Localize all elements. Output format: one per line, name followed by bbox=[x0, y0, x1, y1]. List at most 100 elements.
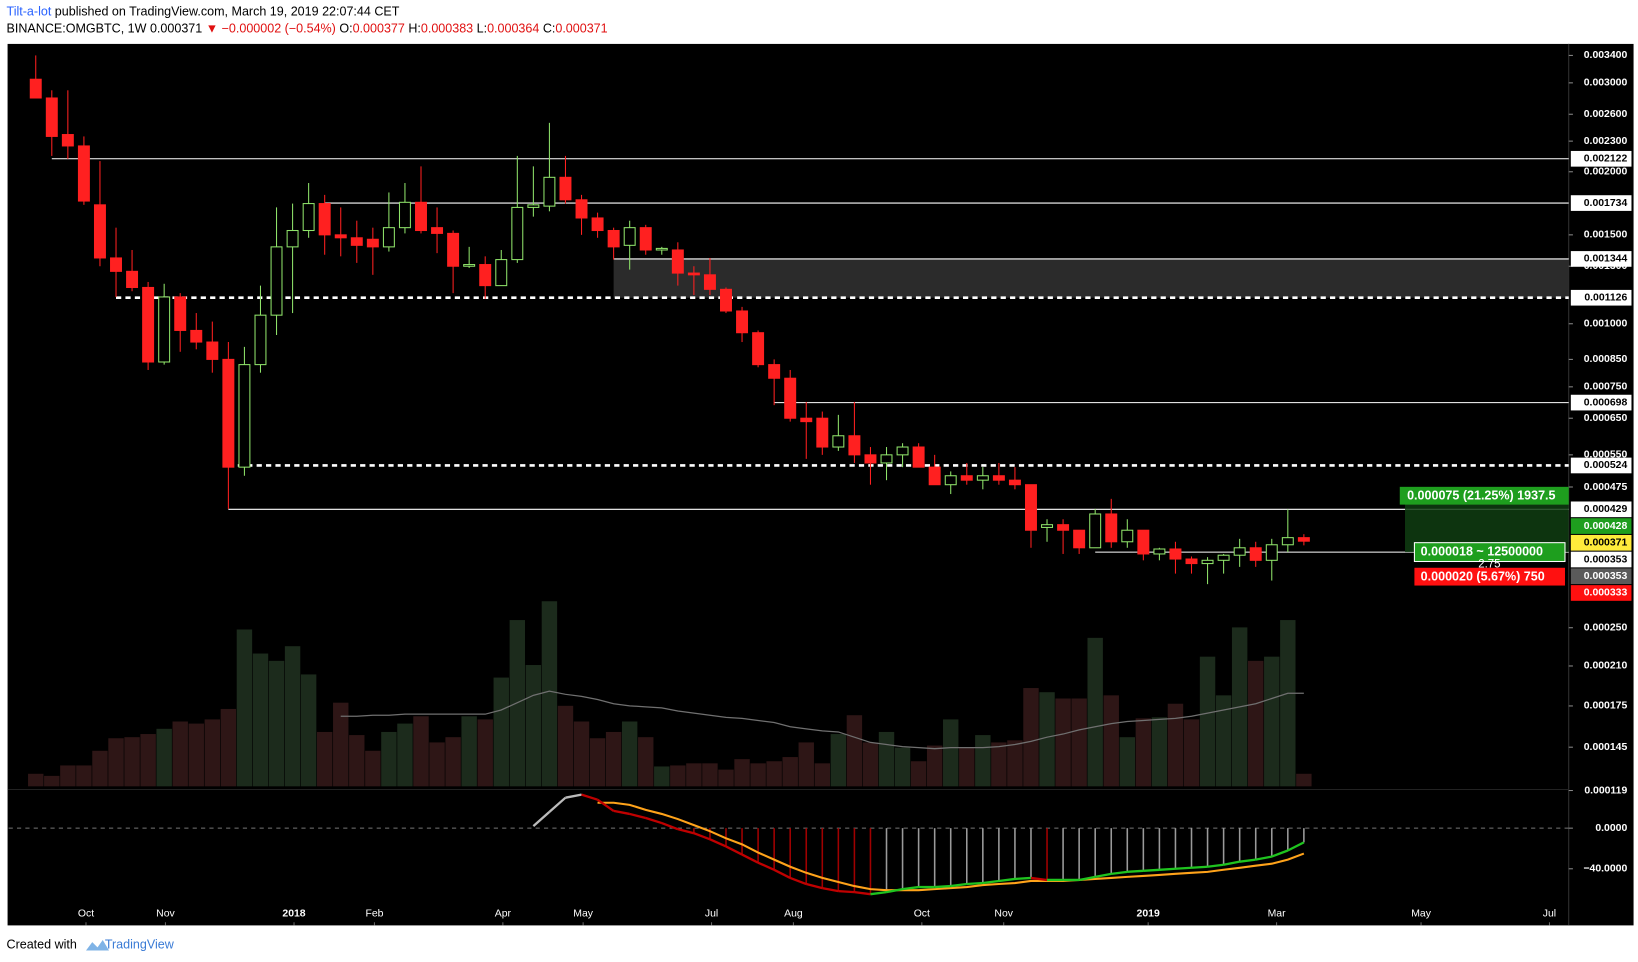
macd-segment bbox=[709, 838, 727, 848]
candle-body bbox=[527, 204, 540, 208]
macd-segment bbox=[1271, 849, 1289, 858]
candle-body bbox=[832, 435, 845, 448]
volume-bar bbox=[1087, 637, 1103, 787]
position-target-box bbox=[1399, 486, 1569, 505]
volume-bar bbox=[814, 763, 831, 787]
candle-body bbox=[559, 176, 572, 201]
volume-bar bbox=[220, 708, 237, 787]
x-tick-label: Oct bbox=[78, 909, 94, 920]
x-tick-label: Jul bbox=[1543, 909, 1556, 920]
header-piece: H: bbox=[408, 22, 421, 36]
macd-segment bbox=[661, 822, 679, 831]
volume-bar bbox=[300, 674, 317, 787]
volume-bar bbox=[991, 742, 1007, 787]
price-tag bbox=[1570, 568, 1632, 585]
y-tick-label: 0.003400 bbox=[1584, 50, 1628, 61]
volume-bar bbox=[156, 728, 172, 787]
price-tag-label: 0.001126 bbox=[1584, 293, 1627, 304]
volume-bar bbox=[397, 723, 413, 787]
price-tag-label: 0.000429 bbox=[1584, 504, 1628, 515]
macd-segment bbox=[773, 868, 791, 879]
volume-bar bbox=[573, 721, 590, 787]
volume-bar bbox=[654, 766, 670, 787]
macd-segment bbox=[677, 828, 695, 835]
header-piece: BINANCE:OMGBTC, 1W bbox=[7, 22, 150, 36]
macd-segment bbox=[789, 876, 807, 886]
volume-bar bbox=[445, 737, 461, 787]
candle-body bbox=[543, 176, 556, 207]
volume-bar bbox=[1007, 740, 1023, 787]
volume-bar bbox=[1280, 620, 1296, 787]
volume-bar bbox=[365, 750, 381, 787]
candle-body bbox=[671, 249, 684, 274]
macd-segment bbox=[1143, 868, 1160, 872]
header-piece: 0.000377 bbox=[353, 22, 409, 36]
candle-body bbox=[77, 145, 90, 202]
volume-bar bbox=[44, 775, 60, 787]
volume-bar bbox=[686, 763, 702, 787]
candle-body bbox=[190, 329, 203, 343]
macd-segment bbox=[629, 812, 647, 820]
price-tag bbox=[1570, 150, 1632, 167]
candle-body bbox=[511, 206, 524, 261]
volume-bar bbox=[702, 763, 718, 787]
candle-body bbox=[174, 296, 187, 331]
candle-body bbox=[703, 274, 716, 290]
volume-bar bbox=[381, 731, 397, 787]
header-piece: O: bbox=[339, 22, 352, 36]
volume-bar bbox=[316, 731, 333, 787]
candle-body bbox=[912, 446, 925, 468]
candle-body bbox=[1105, 513, 1118, 543]
price-tag bbox=[1570, 289, 1632, 306]
volume-bar bbox=[541, 601, 558, 787]
plot: 0.003400 0.003000 0.002600 0.002300 0.002000… bbox=[8, 50, 1632, 926]
macd-segment bbox=[870, 891, 887, 896]
candle-body bbox=[334, 234, 347, 239]
position-stop-box bbox=[1414, 567, 1565, 586]
y-tick-label: 0.000250 bbox=[1584, 623, 1628, 634]
volume-bar bbox=[1183, 719, 1200, 787]
macd-segment bbox=[1159, 867, 1176, 871]
macd-segment bbox=[645, 816, 663, 825]
macd-segment bbox=[757, 861, 775, 871]
header-piece: L: bbox=[477, 22, 487, 36]
volume-bar bbox=[268, 660, 285, 787]
position-stop-label: 0.000020 (5.67%) 750 bbox=[1421, 569, 1545, 583]
candle-body bbox=[992, 475, 1005, 481]
candle-body bbox=[720, 288, 732, 312]
candle-body bbox=[495, 259, 508, 287]
macd-segment bbox=[934, 884, 951, 889]
price-tag-label: 0.000698 bbox=[1584, 397, 1628, 408]
x-tick-label: Aug bbox=[784, 909, 803, 920]
macd-segment bbox=[581, 793, 598, 801]
volume-bar bbox=[782, 757, 798, 787]
author[interactable]: Tilt-a-lot bbox=[7, 5, 52, 19]
candle-body bbox=[206, 341, 219, 360]
macd-segment bbox=[1127, 869, 1144, 873]
volume-bar bbox=[172, 721, 188, 787]
header-piece: 0.000364 bbox=[487, 22, 543, 36]
x-tick-label: May bbox=[573, 909, 593, 920]
candle-body bbox=[639, 227, 652, 251]
macd-segment bbox=[1030, 876, 1048, 882]
x-tick-label: Nov bbox=[156, 909, 175, 920]
macd-segment bbox=[693, 832, 711, 841]
candle-body bbox=[415, 201, 427, 232]
candle-body bbox=[1201, 559, 1214, 565]
volume-bar bbox=[1264, 656, 1280, 787]
volume-bar bbox=[670, 765, 686, 787]
price-tag bbox=[1570, 518, 1632, 534]
candle-body bbox=[1281, 537, 1294, 546]
volume-bar bbox=[477, 719, 493, 787]
y-tick-label: 0.000145 bbox=[1584, 742, 1628, 753]
volume-bar bbox=[1199, 656, 1216, 787]
footer-brand[interactable]: TradingView bbox=[105, 938, 175, 952]
macd-segment bbox=[1094, 872, 1112, 879]
volume-bar bbox=[750, 763, 766, 787]
volume-bar bbox=[638, 737, 654, 787]
header-line-2: BINANCE:OMGBTC, 1W 0.000371 ▼ −0.000002 … bbox=[7, 22, 608, 36]
position-entry-box bbox=[1413, 542, 1566, 563]
price-tag-label: 0.000371 bbox=[1584, 538, 1628, 549]
price-tag bbox=[1570, 501, 1632, 518]
candle-body bbox=[270, 246, 283, 316]
